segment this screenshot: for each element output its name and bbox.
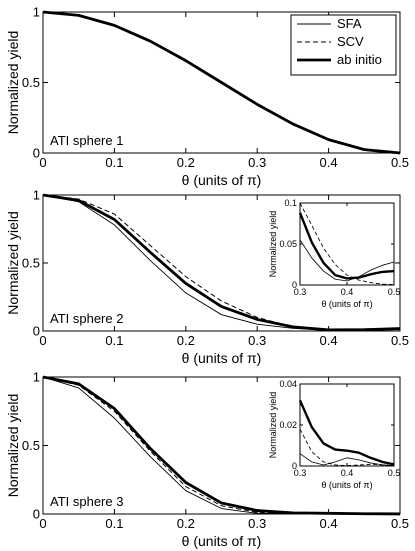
panel3-xtick-label: 0.4 <box>320 516 338 531</box>
panel3-inset-series-thick <box>298 399 395 466</box>
panel3-label: ATI sphere 3 <box>50 494 123 509</box>
panel3-ylabel: Normalized yield <box>5 394 21 497</box>
panel3-xtick-label: 0.5 <box>391 516 409 531</box>
panel2-ytick-label: 0 <box>33 324 40 339</box>
panel2-inset-ytick-label: 0.05 <box>279 239 297 249</box>
panel2-series-thick <box>42 193 401 332</box>
panel3-inset-series-thin <box>299 453 395 466</box>
panel2-xtick-label: 0.4 <box>320 333 338 348</box>
panel1-xtick-label: 0 <box>39 155 46 170</box>
panel2-xlabel: θ (units of π) <box>182 350 262 366</box>
panel3-inset-bg <box>300 384 394 466</box>
panel1-xtick-label: 0.4 <box>320 155 338 170</box>
panel2-xtick-label: 0.3 <box>248 333 266 348</box>
panel3-inset-xlabel: θ (units of π) <box>321 480 372 490</box>
panel1-xlabel: θ (units of π) <box>182 172 262 188</box>
panel3-inset-xtick-label: 0.5 <box>388 468 401 478</box>
panel2-ytick-label: 1 <box>33 188 40 203</box>
legend-label-dashed: SCV <box>337 34 364 49</box>
panel1-label: ATI sphere 1 <box>50 133 123 148</box>
panel2-inset-series-thick <box>298 212 395 280</box>
panel2-inset-xtick-label: 0.3 <box>294 287 307 297</box>
panel2-xtick-label: 0.2 <box>177 333 195 348</box>
panel2-label: ATI sphere 2 <box>50 311 123 326</box>
panel2-inset-xtick-label: 0.4 <box>341 287 354 297</box>
panel1-ytick-label: 0.5 <box>22 75 40 90</box>
panel3-ytick-label: 1 <box>33 370 40 385</box>
panel1-series-thick <box>42 10 401 155</box>
panel2-ylabel: Normalized yield <box>5 211 21 314</box>
panel2-inset-series-thin <box>299 239 395 282</box>
panel3-xlabel: θ (units of π) <box>182 533 262 549</box>
panel2-inset-bg <box>300 203 394 285</box>
legend-label-thick: ab initio <box>337 52 382 67</box>
panel1-ytick-label: 1 <box>33 5 40 20</box>
panel3-xtick-label: 0.3 <box>248 516 266 531</box>
panel3-inset-ytick-label: 0.02 <box>279 420 297 430</box>
panel3-inset-ytick-label: 0.04 <box>279 379 297 389</box>
panel1-ytick-label: 0 <box>33 146 40 161</box>
panel3-inset-xtick-label: 0.4 <box>341 468 354 478</box>
panel1-xtick-label: 0.2 <box>177 155 195 170</box>
panel3-xtick-label: 0.2 <box>177 516 195 531</box>
panel3-ytick-label: 0.5 <box>22 438 40 453</box>
panel2-xtick-label: 0.5 <box>391 333 409 348</box>
panel1-xtick-label: 0.5 <box>391 155 409 170</box>
panel2-inset-series-dashed <box>299 202 395 286</box>
panel2-inset-xtick-label: 0.5 <box>388 287 401 297</box>
panel2-inset-ytick-label: 0 <box>292 280 297 290</box>
legend-box <box>290 14 397 76</box>
panel2-inset-ylabel: Normalized yield <box>268 211 278 278</box>
panel3-xtick-label: 0.1 <box>105 516 123 531</box>
panel1-ylabel: Normalized yield <box>5 31 21 134</box>
panel2-xtick-label: 0 <box>39 333 46 348</box>
panel3-ytick-label: 0 <box>33 507 40 522</box>
panel2-inset-ytick-label: 0.1 <box>284 198 297 208</box>
panel3-xtick-label: 0 <box>39 516 46 531</box>
panel3-inset-ytick-label: 0 <box>292 461 297 471</box>
panel2-ytick-label: 0.5 <box>22 256 40 271</box>
legend-label-thin: SFA <box>337 16 362 31</box>
panel1-xtick-label: 0.1 <box>105 155 123 170</box>
panel2-xtick-label: 0.1 <box>105 333 123 348</box>
panel3-inset-xtick-label: 0.3 <box>294 468 307 478</box>
panel3-series-thick <box>42 375 401 516</box>
panel1-xtick-label: 0.3 <box>248 155 266 170</box>
panel2-inset-xlabel: θ (units of π) <box>321 299 372 309</box>
panel3-inset-ylabel: Normalized yield <box>268 392 278 459</box>
